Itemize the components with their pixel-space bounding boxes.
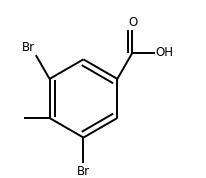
Text: O: O: [128, 16, 138, 29]
Text: OH: OH: [156, 46, 174, 59]
Text: Br: Br: [22, 41, 35, 54]
Text: Br: Br: [77, 164, 90, 177]
